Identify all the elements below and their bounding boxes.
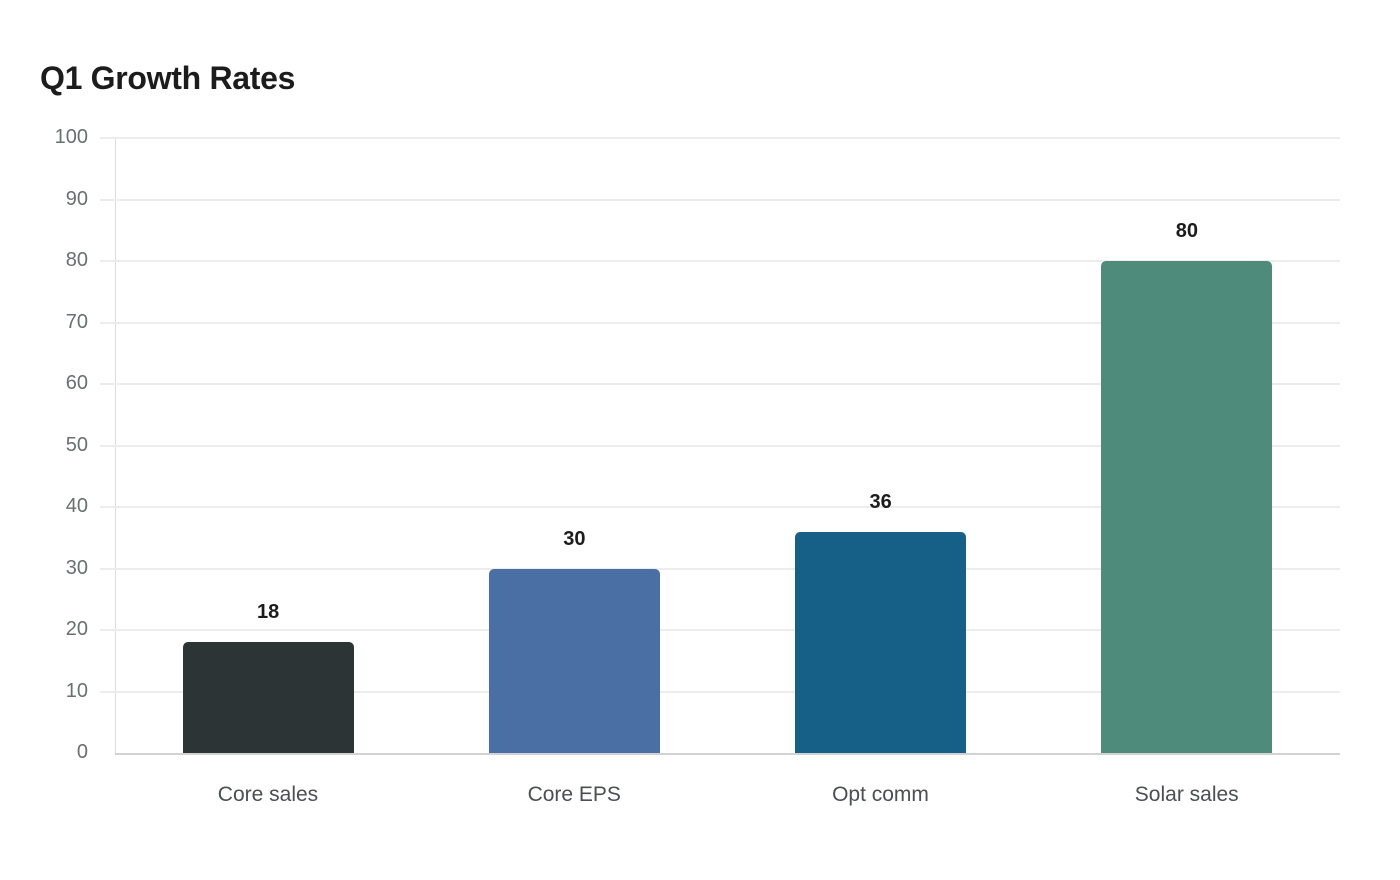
bar-core-eps[interactable] (488, 568, 660, 753)
gridline (100, 567, 1340, 570)
y-tick-label: 10 (65, 679, 88, 702)
bar-opt-comm[interactable] (795, 531, 967, 753)
gridline (100, 383, 1340, 385)
gridline (100, 629, 1340, 631)
gridline (100, 198, 1340, 201)
x-tick-label: Core EPS (527, 783, 621, 806)
y-tick-label: 90 (65, 187, 88, 210)
gridline (100, 137, 1340, 139)
bar-core-sales[interactable] (182, 642, 354, 753)
y-tick-label: 30 (65, 556, 88, 579)
y-tick-label: 40 (65, 495, 88, 517)
y-tick-label: 70 (65, 310, 88, 333)
bar-value-label: 80 (1175, 220, 1198, 242)
gridline (100, 506, 1340, 508)
y-tick-label: 60 (65, 372, 88, 394)
bar-value-label: 30 (563, 527, 586, 550)
gridline (100, 260, 1340, 262)
bar-value-label: 36 (869, 490, 892, 513)
y-tick-label: 50 (65, 433, 88, 456)
chart-title: Q1 Growth Rates (40, 60, 296, 96)
bar-value-label: 18 (257, 601, 280, 624)
x-tick-label: Opt comm (832, 783, 929, 806)
y-tick-label: 80 (65, 249, 88, 271)
x-tick-label: Core sales (217, 783, 319, 806)
y-tick-label: 0 (76, 741, 88, 763)
y-tick-label: 100 (54, 126, 88, 148)
gridline (100, 444, 1340, 447)
x-tick-label: Solar sales (1134, 783, 1239, 806)
y-tick-label: 20 (65, 618, 88, 640)
gridline (100, 321, 1340, 324)
x-axis-line (115, 753, 1340, 755)
bar-solar-sales[interactable] (1101, 261, 1273, 753)
gridline (100, 690, 1340, 693)
